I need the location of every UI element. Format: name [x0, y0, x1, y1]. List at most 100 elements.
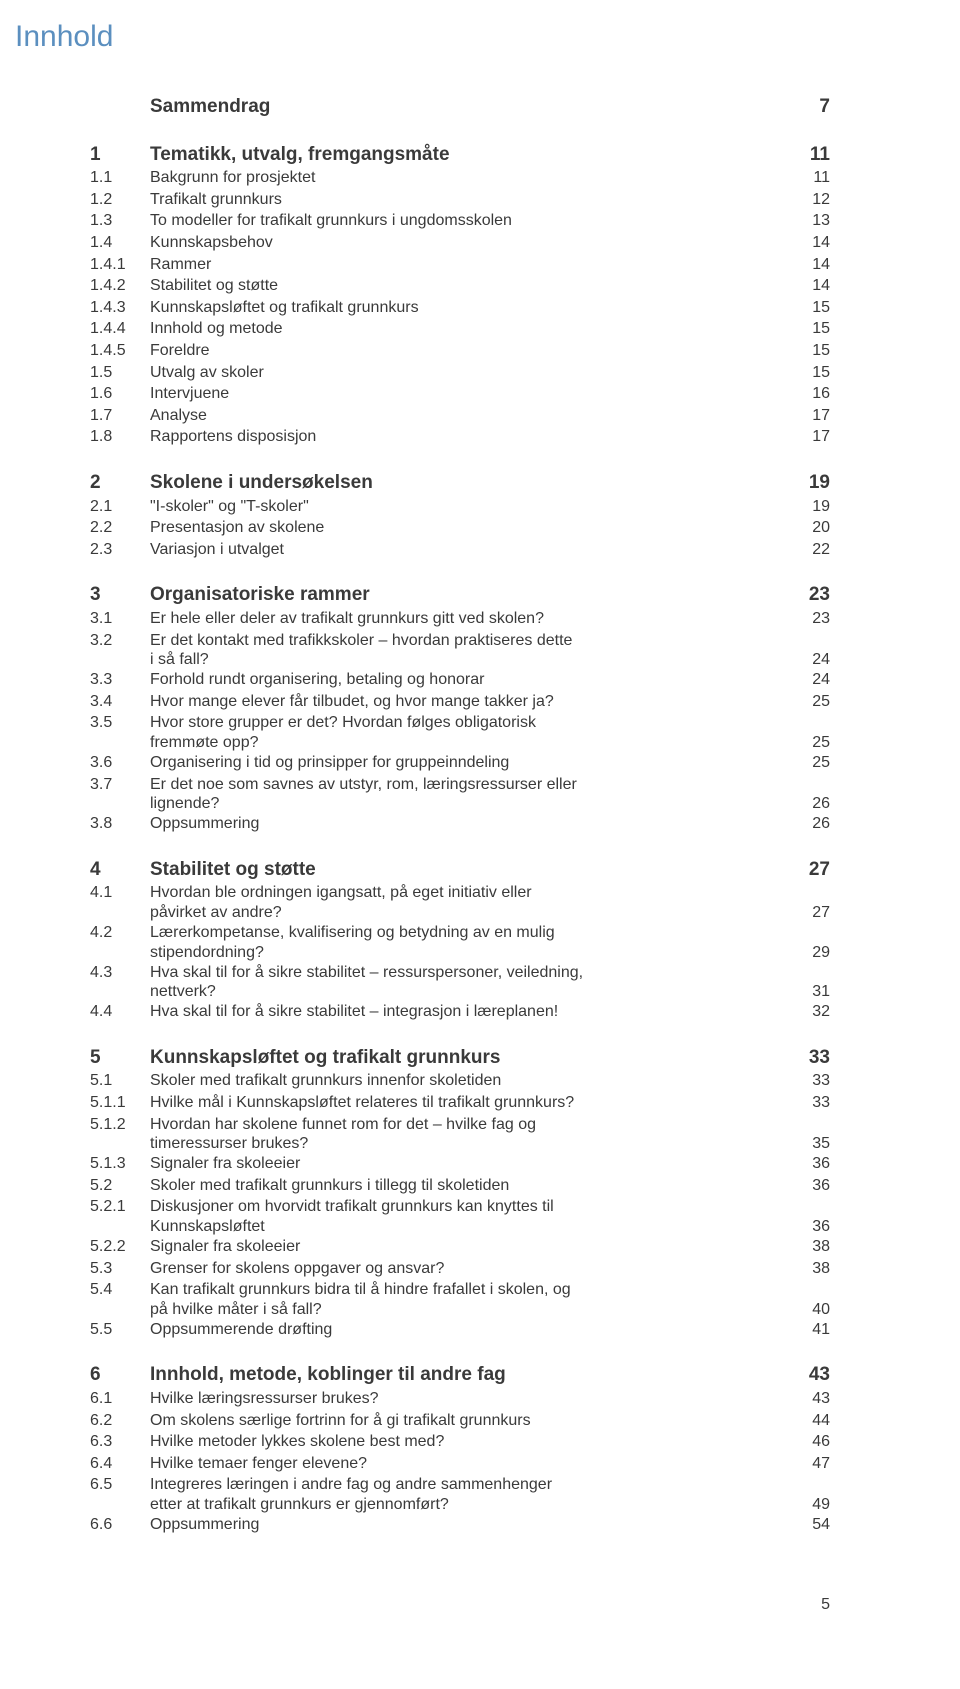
toc-entry-label: To modeller for trafikalt grunnkurs i un… — [150, 210, 812, 232]
toc-entry-page: 36 — [812, 1153, 830, 1175]
table-of-contents: Sammendrag71Tematikk, utvalg, fremgangsm… — [90, 94, 830, 1536]
toc-entry: 3.6Organisering i tid og prinsipper for … — [90, 752, 830, 774]
toc-entry-number: 4.4 — [90, 1001, 150, 1023]
toc-entry-page: 24 — [812, 669, 830, 691]
toc-entry: 3.4Hvor mange elever får tilbudet, og hv… — [90, 691, 830, 713]
toc-entry-number: 2.2 — [90, 517, 150, 539]
toc-entry-label: Hvilke mål i Kunnskapsløftet relateres t… — [150, 1092, 812, 1114]
toc-entry-number: 3 — [90, 582, 150, 608]
toc-entry-number: 4.1 — [90, 882, 150, 904]
toc-entry: 4.1Hvordan ble ordningen igangsatt, på e… — [90, 882, 830, 904]
toc-entry: 6Innhold, metode, koblinger til andre fa… — [90, 1362, 830, 1388]
toc-entry: 1.6Intervjuene16 — [90, 383, 830, 405]
toc-continuation: stipendordning?29 — [90, 944, 830, 962]
toc-entry-page: 33 — [809, 1045, 830, 1071]
toc-group: 5Kunnskapsløftet og trafikalt grunnkurs3… — [90, 1045, 830, 1341]
toc-entry-label: Lærerkompetanse, kvalifisering og betydn… — [150, 922, 830, 944]
toc-entry: 3.5Hvor store grupper er det? Hvordan fø… — [90, 712, 830, 734]
toc-entry: 1.3To modeller for trafikalt grunnkurs i… — [90, 210, 830, 232]
toc-entry: 5.1.1Hvilke mål i Kunnskapsløftet relate… — [90, 1092, 830, 1114]
toc-entry-label: etter at trafikalt grunnkurs er gjennomf… — [150, 1496, 812, 1514]
toc-entry-page: 33 — [812, 1070, 830, 1092]
toc-entry-label: Rammer — [150, 254, 812, 276]
toc-entry-number: 6.4 — [90, 1453, 150, 1475]
toc-entry-number: 2 — [90, 470, 150, 496]
toc-entry-label: Signaler fra skoleeier — [150, 1236, 812, 1258]
toc-entry-page: 26 — [812, 795, 830, 813]
toc-entry-page: 14 — [812, 232, 830, 254]
toc-entry: 2.3Variasjon i utvalget22 — [90, 539, 830, 561]
toc-entry: 6.5Integreres læringen i andre fag og an… — [90, 1474, 830, 1496]
toc-entry-page: 15 — [812, 297, 830, 319]
toc-entry-page: 27 — [809, 857, 830, 883]
toc-continuation: fremmøte opp?25 — [90, 734, 830, 752]
toc-entry: 3.1Er hele eller deler av trafikalt grun… — [90, 608, 830, 630]
toc-entry-page: 19 — [809, 470, 830, 496]
toc-entry-number: 3.3 — [90, 669, 150, 691]
toc-entry-number: 1.4.4 — [90, 318, 150, 340]
toc-entry-label: Hvilke læringsressurser brukes? — [150, 1388, 812, 1410]
toc-entry-page: 38 — [812, 1258, 830, 1280]
toc-entry-number: 5.1.1 — [90, 1092, 150, 1114]
toc-continuation: etter at trafikalt grunnkurs er gjennomf… — [90, 1496, 830, 1514]
toc-entry: 1.4.4Innhold og metode15 — [90, 318, 830, 340]
toc-continuation: timeressurser brukes?35 — [90, 1135, 830, 1153]
toc-entry-page: 33 — [812, 1092, 830, 1114]
toc-entry-page: 23 — [809, 582, 830, 608]
toc-entry-page: 44 — [812, 1410, 830, 1432]
toc-entry-page: 7 — [819, 94, 830, 120]
toc-continuation: i så fall?24 — [90, 651, 830, 669]
toc-entry-number: 5.2.2 — [90, 1236, 150, 1258]
toc-entry: 4.2Lærerkompetanse, kvalifisering og bet… — [90, 922, 830, 944]
toc-group: 2Skolene i undersøkelsen192.1"I-skoler" … — [90, 470, 830, 560]
toc-entry-number: 1.5 — [90, 362, 150, 384]
toc-entry-page: 15 — [812, 340, 830, 362]
toc-entry: 5.1.3Signaler fra skoleeier36 — [90, 1153, 830, 1175]
toc-entry-label: i så fall? — [150, 651, 812, 669]
toc-entry: 5Kunnskapsløftet og trafikalt grunnkurs3… — [90, 1045, 830, 1071]
toc-entry-label: nettverk? — [150, 983, 812, 1001]
toc-entry-label: Rapportens disposisjon — [150, 426, 812, 448]
toc-entry: 4Stabilitet og støtte27 — [90, 857, 830, 883]
toc-entry-page: 25 — [812, 752, 830, 774]
toc-entry-label: Kunnskapsløftet og trafikalt grunnkurs — [150, 297, 812, 319]
toc-entry-page: 14 — [812, 254, 830, 276]
toc-entry-label: Kunnskapsbehov — [150, 232, 812, 254]
toc-entry-page: 23 — [812, 608, 830, 630]
toc-entry: 1.8Rapportens disposisjon17 — [90, 426, 830, 448]
toc-entry: 5.4Kan trafikalt grunnkurs bidra til å h… — [90, 1279, 830, 1301]
toc-continuation: på hvilke måter i så fall?40 — [90, 1301, 830, 1319]
toc-entry: 5.1Skoler med trafikalt grunnkurs innenf… — [90, 1070, 830, 1092]
toc-entry-page: 17 — [812, 405, 830, 427]
toc-entry-number: 6 — [90, 1362, 150, 1388]
toc-entry-label: "I-skoler" og "T-skoler" — [150, 496, 812, 518]
toc-entry-number: 1.6 — [90, 383, 150, 405]
toc-entry: 3.3Forhold rundt organisering, betaling … — [90, 669, 830, 691]
toc-entry-page: 40 — [812, 1301, 830, 1319]
toc-entry-number: 6.1 — [90, 1388, 150, 1410]
toc-entry-label: Kan trafikalt grunnkurs bidra til å hind… — [150, 1279, 830, 1301]
toc-entry-label: Hvilke temaer fenger elevene? — [150, 1453, 812, 1475]
toc-entry-page: 15 — [812, 362, 830, 384]
toc-entry-page: 43 — [812, 1388, 830, 1410]
footer-page-number: 5 — [90, 1596, 830, 1614]
toc-entry-number: 2.1 — [90, 496, 150, 518]
toc-entry-number: 1.4.2 — [90, 275, 150, 297]
toc-continuation: lignende?26 — [90, 795, 830, 813]
toc-entry: 6.1Hvilke læringsressurser brukes?43 — [90, 1388, 830, 1410]
toc-entry: 1Tematikk, utvalg, fremgangsmåte11 — [90, 142, 830, 168]
toc-entry-label: stipendordning? — [150, 944, 812, 962]
toc-entry-label: Signaler fra skoleeier — [150, 1153, 812, 1175]
toc-entry-label: Kunnskapsløftet — [150, 1218, 812, 1236]
toc-entry-label: Skoler med trafikalt grunnkurs i tillegg… — [150, 1175, 812, 1197]
toc-entry: 1.4.1Rammer14 — [90, 254, 830, 276]
toc-entry: 5.2.1Diskusjoner om hvorvidt trafikalt g… — [90, 1196, 830, 1218]
toc-entry-number: 3.8 — [90, 813, 150, 835]
toc-entry-label: Integreres læringen i andre fag og andre… — [150, 1474, 830, 1496]
toc-entry-number: 5.2 — [90, 1175, 150, 1197]
toc-entry-label: Organisatoriske rammer — [150, 582, 809, 608]
toc-entry-label: Trafikalt grunnkurs — [150, 189, 812, 211]
toc-entry-number: 3.6 — [90, 752, 150, 774]
toc-entry-number: 6.2 — [90, 1410, 150, 1432]
toc-entry-label: Er det noe som savnes av utstyr, rom, læ… — [150, 774, 830, 796]
